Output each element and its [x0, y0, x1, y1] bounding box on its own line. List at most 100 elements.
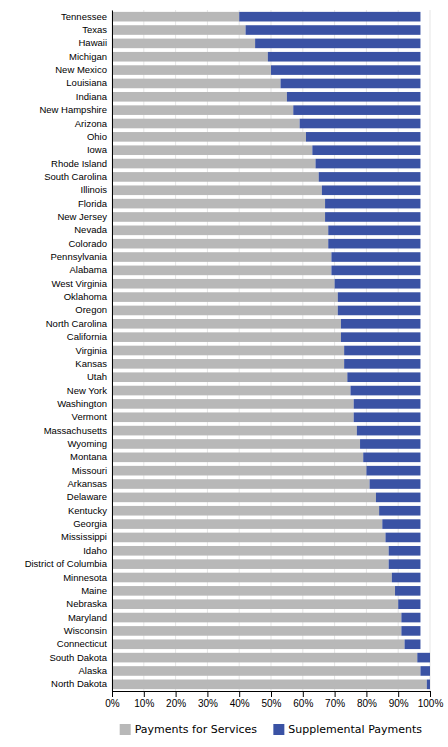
bar — [370, 479, 421, 489]
bar — [338, 292, 421, 302]
y-tick-label: West Virginia — [51, 278, 107, 289]
bar — [338, 306, 421, 316]
bar — [112, 533, 385, 543]
bar — [354, 399, 421, 409]
bar — [112, 172, 319, 182]
y-axis-line — [112, 11, 113, 692]
bar — [112, 426, 357, 436]
bar — [328, 226, 420, 236]
bar — [328, 239, 420, 249]
bar — [112, 666, 420, 676]
y-tick-label: Ohio — [87, 131, 107, 142]
x-tick-mark — [176, 691, 177, 697]
y-tick-label: North Carolina — [46, 318, 108, 329]
y-tick: South Dakota — [49, 652, 107, 663]
bar — [112, 479, 370, 489]
bar — [112, 252, 331, 262]
plot: 0%10%20%30%40%50%60%70%80%90%100%Tenness… — [25, 10, 444, 709]
bar — [112, 119, 300, 129]
legend-swatch — [273, 724, 284, 735]
y-tick: New Jersey — [57, 211, 107, 222]
bar — [246, 25, 421, 35]
bar — [379, 506, 420, 516]
y-tick-label: New Hampshire — [39, 104, 107, 115]
bar — [112, 599, 398, 609]
y-tick: Georgia — [73, 518, 108, 529]
bar — [112, 226, 328, 236]
y-tick: North Dakota — [51, 678, 108, 689]
bar — [112, 412, 354, 422]
legend-item: Supplemental Payments — [273, 723, 422, 736]
y-tick: Idaho — [83, 545, 107, 556]
bar — [335, 279, 421, 289]
x-tick-mark — [303, 691, 304, 697]
bar — [112, 199, 325, 209]
x-tick: 100% — [418, 691, 444, 709]
bar — [112, 332, 341, 342]
y-tick-label: District of Columbia — [25, 558, 108, 569]
y-tick-label: Minnesota — [63, 572, 108, 583]
bar — [112, 65, 271, 75]
x-tick: 90% — [389, 691, 409, 709]
y-tick-label: North Dakota — [51, 678, 108, 689]
x-tick: 60% — [293, 691, 313, 709]
bar — [112, 239, 328, 249]
y-tick: Arizona — [75, 118, 108, 129]
bar — [112, 212, 325, 222]
x-tick-label: 50% — [261, 698, 281, 709]
x-tick: 70% — [325, 691, 345, 709]
y-tick-label: Colorado — [68, 238, 107, 249]
y-tick-label: Florida — [78, 198, 108, 209]
y-tick-label: Michigan — [69, 51, 107, 62]
bar — [112, 506, 379, 516]
bar — [398, 599, 420, 609]
bar — [112, 159, 316, 169]
y-tick-label: Oregon — [75, 304, 107, 315]
bar — [325, 199, 420, 209]
bar — [112, 359, 344, 369]
bar — [112, 39, 255, 49]
y-tick: Washington — [57, 398, 107, 409]
y-tick-label: Iowa — [87, 144, 108, 155]
x-tick-mark — [335, 691, 336, 697]
bar — [112, 25, 246, 35]
y-tick-label: Rhode Island — [51, 158, 107, 169]
bar — [344, 346, 420, 356]
x-tick-mark — [207, 691, 208, 697]
y-tick-label: New Jersey — [57, 211, 107, 222]
y-tick-label: Wisconsin — [64, 625, 107, 636]
bar — [112, 372, 347, 382]
bar — [271, 65, 420, 75]
y-tick-label: Louisiana — [66, 77, 107, 88]
bar — [112, 519, 382, 529]
y-tick-label: Arizona — [75, 118, 108, 129]
bar — [312, 145, 420, 155]
bar — [112, 132, 306, 142]
y-tick: District of Columbia — [25, 558, 108, 569]
bar — [405, 639, 421, 649]
bar — [112, 292, 338, 302]
y-tick: Tennessee — [61, 11, 107, 22]
bar — [112, 12, 239, 22]
bar — [112, 52, 268, 62]
y-tick-label: Kentucky — [68, 505, 107, 516]
bar — [112, 319, 341, 329]
bar — [306, 132, 420, 142]
y-tick: Alabama — [70, 264, 108, 275]
y-tick: New Hampshire — [39, 104, 107, 115]
bar — [360, 439, 420, 449]
y-tick: Nevada — [74, 224, 107, 235]
y-tick-label: Indiana — [76, 91, 108, 102]
y-tick: Wyoming — [67, 438, 107, 449]
y-tick-label: Delaware — [67, 491, 107, 502]
bar — [112, 639, 405, 649]
y-tick-label: Alaska — [78, 665, 107, 676]
bar — [395, 586, 420, 596]
y-tick-label: Maryland — [68, 612, 107, 623]
bar — [112, 145, 312, 155]
bar — [112, 79, 281, 89]
bar — [401, 626, 420, 636]
y-tick-label: Virginia — [75, 345, 107, 356]
y-tick-label: Washington — [57, 398, 107, 409]
x-tick: 40% — [230, 691, 250, 709]
